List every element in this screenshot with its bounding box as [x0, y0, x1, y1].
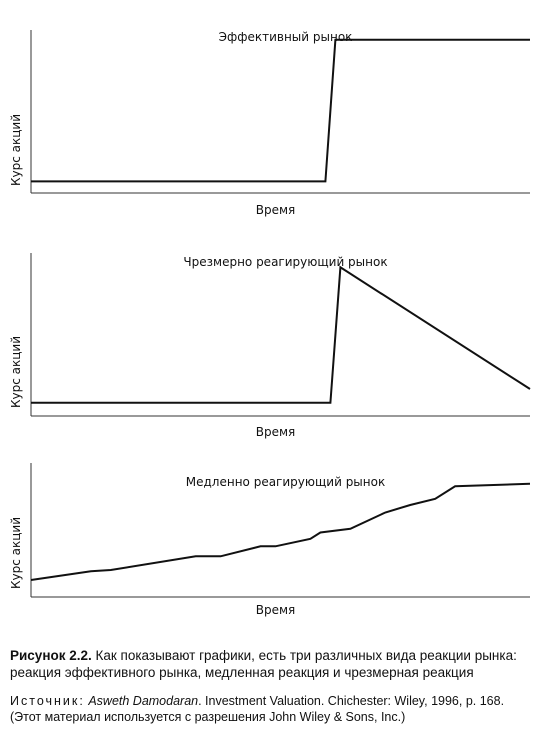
chart-3-title: Медленно реагирующий рынок [186, 475, 385, 489]
chart-2-price-line [31, 265, 531, 404]
chart-2-title: Чрезмерно реагирующий рынок [183, 255, 387, 269]
figure-charts: Эффективный рынок Время Курс акций Чрезмерн… [9, 30, 531, 617]
source-prefix: Источник: [10, 694, 85, 708]
chart-2-xlabel: Время [256, 425, 296, 439]
figure-caption-text: Как показывают графики, есть три различн… [10, 648, 517, 680]
chart-3-price-line [30, 482, 531, 581]
chart-3-ylabel: Курс акций [9, 517, 23, 589]
figure-caption: Рисунок 2.2. Как показывают графики, ест… [10, 647, 535, 681]
chart-1-title: Эффективный рынок [219, 30, 353, 44]
source-author: Asweth Damodaran [88, 694, 199, 708]
chart-1-xlabel: Время [256, 203, 296, 217]
chart-2-ylabel: Курс акций [9, 336, 23, 408]
chart-1-ylabel: Курс акций [9, 114, 23, 186]
figure-label: Рисунок 2.2. [10, 648, 92, 663]
source-note: Источник: Asweth Damodaran. Investment V… [10, 693, 535, 725]
source-rest: . Investment Valuation. Chichester: Wile… [10, 694, 505, 724]
chart-1-price-line [31, 38, 530, 183]
chart-3-xlabel: Время [256, 603, 296, 617]
